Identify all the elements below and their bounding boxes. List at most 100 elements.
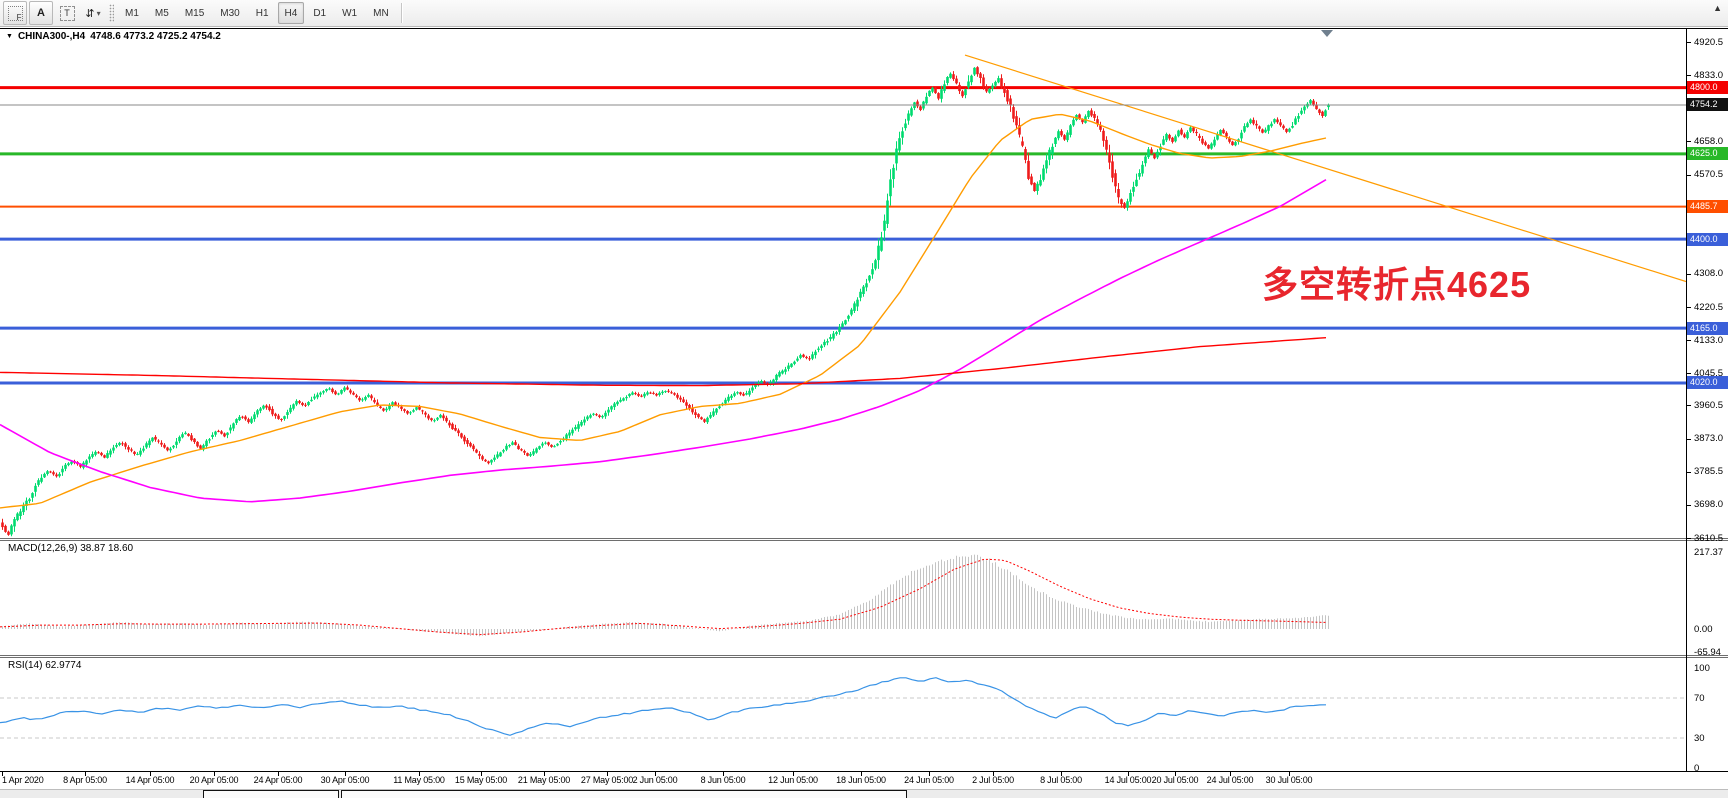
price-badge: 4165.0 [1687, 322, 1728, 335]
time-tick-label: 21 May 05:00 [517, 775, 571, 785]
time-tick-label: 8 Jul 05:00 [1040, 775, 1082, 785]
chart-canvas[interactable] [0, 28, 1728, 798]
ma-fast-line [0, 113, 1327, 509]
macd-tick-label: 217.37 [1694, 547, 1724, 558]
timeframe-button-m30[interactable]: M30 [220, 7, 240, 19]
time-tick-mark [1175, 772, 1176, 776]
time-tick-label: 20 Apr 05:00 [189, 775, 239, 785]
toolbar: F A T ⇵ ▾ M1 M5 M15 M30 H1 H4 D1 W1 MN ▲ [0, 0, 1728, 27]
price-tick-label: 4045.5 [1694, 368, 1724, 379]
time-tick-label: 24 Apr 05:00 [253, 775, 303, 785]
macd-indicator-label: MACD(12,26,9) 38.87 18.60 [8, 543, 134, 554]
toolbar-separator [400, 3, 402, 23]
price-tick-label: 4833.0 [1694, 70, 1724, 81]
dashed-box-icon: T [59, 5, 75, 21]
price-tick-mark [1686, 405, 1691, 406]
price-tick-label: 4658.0 [1694, 136, 1724, 147]
macd-pane[interactable] [0, 554, 1329, 637]
timeframe-button-h4[interactable]: H4 [277, 2, 305, 24]
price-badge: 4020.0 [1687, 376, 1728, 389]
timeframe-button-w1[interactable]: W1 [342, 7, 358, 19]
price-badge: 4754.2 [1687, 98, 1728, 111]
time-tick-mark [214, 772, 215, 776]
price-tick-mark [1686, 75, 1691, 76]
macd-tick-label: -65.94 [1694, 647, 1721, 658]
timeframe-button-m15[interactable]: M15 [184, 7, 205, 19]
scrollbar-segment[interactable] [203, 790, 339, 798]
price-tick-label: 3960.5 [1694, 400, 1724, 411]
price-tick-label: 4920.5 [1694, 37, 1724, 48]
time-tick-mark [544, 772, 545, 776]
price-tick-label: 4570.5 [1694, 169, 1724, 180]
timeframe-button-h1[interactable]: H1 [255, 7, 269, 19]
timeframe-toolbar: M1 M5 M15 M30 H1 H4 D1 W1 MN [117, 2, 397, 24]
timeframe-button-m5[interactable]: M5 [154, 7, 169, 19]
macd-tick-label: 0.00 [1694, 624, 1713, 635]
time-tick-mark [929, 772, 930, 776]
time-tick-mark [1289, 772, 1290, 776]
objects-arrows-button[interactable]: ⇵ ▾ [81, 1, 105, 25]
chart-shift-marker-icon[interactable] [1321, 30, 1333, 37]
price-axis-line [1686, 28, 1687, 772]
time-tick-mark [345, 772, 346, 776]
horizontal-scrollbar[interactable] [0, 789, 1728, 798]
price-badge: 4400.0 [1687, 233, 1728, 246]
toolbar-collapse-icon[interactable]: ▲ [1713, 3, 1722, 13]
price-badge: 4625.0 [1687, 147, 1728, 160]
time-tick-mark [1061, 772, 1062, 776]
time-tick-label: 12 Jun 05:00 [768, 775, 818, 785]
text-box-button[interactable]: T [55, 1, 79, 25]
scrollbar-thumb[interactable] [341, 790, 907, 798]
price-tick-label: 4308.0 [1694, 268, 1724, 279]
price-tick-mark [1686, 505, 1691, 506]
price-tick-label: 3873.0 [1694, 433, 1724, 444]
price-tick-label: 3785.5 [1694, 466, 1724, 477]
time-tick-mark [655, 772, 656, 776]
price-tick-mark [1686, 141, 1691, 142]
timeframe-button-d1[interactable]: D1 [313, 7, 327, 19]
rsi-pane-separator[interactable] [0, 655, 1728, 658]
timeframe-button-mn[interactable]: MN [373, 7, 389, 19]
time-tick-mark [481, 772, 482, 776]
price-tick-label: 4220.5 [1694, 302, 1724, 313]
price-tick-mark [1686, 373, 1691, 374]
time-tick-mark [2, 772, 3, 776]
main-price-pane[interactable] [0, 54, 1686, 537]
macd-pane-separator[interactable] [0, 538, 1728, 541]
dotted-grid-icon: F [7, 5, 23, 22]
pivot-annotation-text[interactable]: 多空转折点4625 [1262, 264, 1532, 305]
time-tick-mark [793, 772, 794, 776]
time-tick-label: 14 Jul 05:00 [1104, 775, 1152, 785]
symbol-dropdown-icon[interactable]: ▼ [6, 33, 13, 40]
rsi-tick-label: 100 [1694, 663, 1710, 674]
time-tick-label: 18 Jun 05:00 [836, 775, 886, 785]
price-tick-mark [1686, 439, 1691, 440]
time-tick-mark [150, 772, 151, 776]
time-tick-label: 1 Apr 2020 [2, 775, 44, 785]
dropdown-caret-icon[interactable]: ▾ [96, 8, 101, 18]
arrows-icon: ⇵ [85, 7, 95, 20]
time-axis-border [0, 771, 1728, 772]
time-tick-label: 8 Jun 05:00 [700, 775, 746, 785]
rsi-indicator-label: RSI(14) 62.9774 [8, 660, 82, 671]
descending-trendline[interactable] [964, 54, 1686, 283]
time-tick-label: 2 Jul 05:00 [972, 775, 1014, 785]
time-tick-label: 24 Jun 05:00 [904, 775, 954, 785]
text-label-button[interactable]: A [29, 1, 53, 25]
candlestick-series [1, 66, 1330, 537]
symbol-period-label: CHINA300-,H4 [17, 31, 86, 42]
time-tick-mark [85, 772, 86, 776]
ma-slow-line [0, 337, 1327, 387]
price-tick-mark [1686, 340, 1691, 341]
rsi-pane[interactable] [0, 677, 1686, 739]
time-tick-label: 24 Jul 05:00 [1206, 775, 1254, 785]
rsi-tick-label: 0 [1694, 763, 1700, 774]
toolbar-grip[interactable] [109, 4, 114, 22]
time-tick-label: 20 Jul 05:00 [1151, 775, 1199, 785]
price-tick-mark [1686, 175, 1691, 176]
timeframe-button-m1[interactable]: M1 [125, 7, 139, 19]
indicator-grid-button[interactable]: F [3, 1, 27, 25]
time-tick-label: 27 May 05:00 [580, 775, 634, 785]
price-tick-label: 3698.0 [1694, 499, 1724, 510]
